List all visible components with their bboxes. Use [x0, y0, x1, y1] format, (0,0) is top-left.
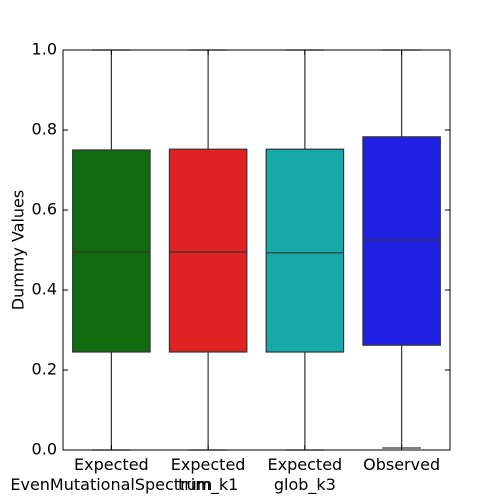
box-3: [265, 148, 345, 353]
y-tick-label: 0.4: [32, 280, 57, 299]
box-1: [72, 149, 151, 353]
y-tick-label: 0.0: [32, 440, 57, 459]
x-tick-label-line: EvenMutationalSpectrum: [10, 475, 212, 494]
x-tick-label-line: glob_k3: [274, 475, 336, 495]
box-2: [168, 148, 248, 353]
x-tick-label-line: Observed: [363, 455, 440, 474]
x-tick-label-line: Expected: [171, 455, 246, 474]
x-tick-label: Expected glob_k3: [268, 455, 343, 495]
x-tick-label-line: Expected: [74, 455, 149, 474]
y-axis-label: Dummy Values: [9, 190, 28, 310]
y-tick-label: 0.6: [32, 200, 57, 219]
y-tick-label: 0.8: [32, 120, 57, 139]
x-tick-label-line: trim_k1: [178, 475, 238, 495]
y-axis-ticks: 0.0 0.2 0.4 0.6 0.8 1.0: [32, 40, 450, 459]
x-tick-label: Expected EvenMutationalSpectrum: [10, 455, 212, 494]
x-tick-label: Expected trim_k1: [171, 455, 246, 495]
box-group: [72, 49, 441, 451]
plot-frame: [62, 49, 451, 451]
x-tick-label: Observed: [363, 455, 440, 474]
y-tick-label: 0.2: [32, 360, 57, 379]
box-4: [362, 136, 441, 346]
y-tick-label: 1.0: [32, 40, 57, 59]
x-tick-label-line: Expected: [268, 455, 343, 474]
